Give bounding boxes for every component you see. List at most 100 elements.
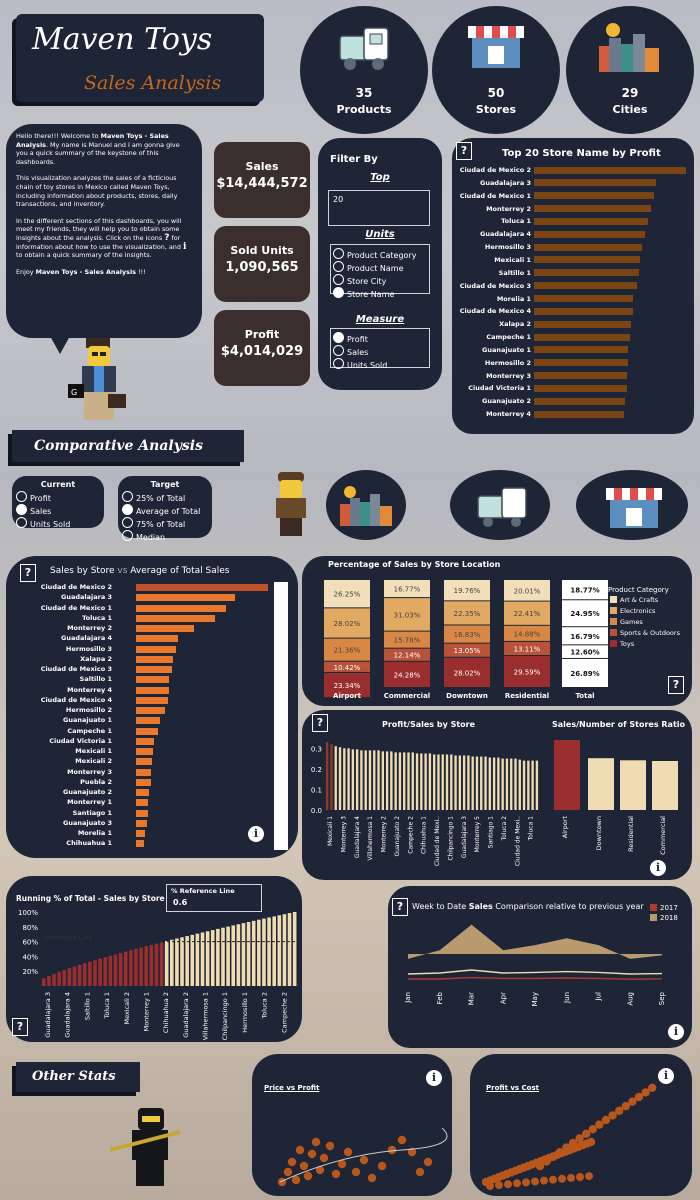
units-option-store-name[interactable]: Store Name — [333, 287, 427, 300]
filter-title: Filter By — [330, 154, 378, 165]
radio-selected-icon — [16, 504, 27, 515]
reference-line-label: Reference Line — [44, 934, 92, 942]
sales-vs-avg-bar — [136, 686, 169, 694]
legend-swatch — [610, 640, 617, 647]
measure-option-units-sold[interactable]: Units Sold — [333, 358, 427, 371]
top20-bar — [534, 346, 629, 354]
top20-bar-label: Monterrey 3 — [486, 371, 531, 380]
comparative-banner: Comparative Analysis — [12, 430, 244, 462]
stat-stores-label: Stores — [475, 103, 517, 116]
stat-products-value: 35 — [355, 86, 373, 100]
info-icon[interactable]: i — [658, 1068, 674, 1084]
running-bar — [82, 963, 87, 986]
ratio-title: Sales/Number of Stores Ratio — [552, 720, 686, 729]
current-option-profit[interactable]: Profit — [16, 491, 70, 504]
help-icon[interactable]: ? — [20, 564, 36, 582]
scatter-point — [608, 1111, 617, 1120]
pct-category-label: Commercial — [384, 692, 430, 700]
scrollbar[interactable] — [274, 582, 288, 850]
pct-segment — [562, 658, 608, 687]
units-option-product-name[interactable]: Product Name — [333, 261, 427, 274]
help-icon[interactable]: ? — [456, 142, 472, 160]
stat-cities-label: Cities — [612, 103, 648, 116]
top20-bar — [534, 333, 630, 341]
profit-sales-bar — [433, 754, 436, 810]
profit-sales-bar — [510, 758, 513, 810]
measure-option-sales[interactable]: Sales — [333, 345, 427, 358]
top-input[interactable]: 20 — [328, 190, 430, 226]
scatter-point — [311, 1137, 321, 1147]
wtd-panel: ? Week to Date Sales Comparison relative… — [388, 886, 692, 1048]
top20-bar — [534, 410, 624, 418]
info-icon[interactable]: i — [650, 860, 666, 876]
radio-icon — [333, 274, 344, 285]
pct-segment — [562, 600, 608, 627]
running-bar — [103, 957, 108, 986]
profit-sales-bar — [415, 753, 419, 810]
running-bar — [139, 947, 143, 986]
help-icon[interactable]: ? — [12, 1018, 28, 1036]
target-option-75[interactable]: 75% of Total — [122, 517, 200, 530]
units-option-product-category[interactable]: Product Category — [333, 248, 427, 261]
ratio-bar — [588, 758, 614, 810]
profit-sales-bar — [385, 751, 389, 810]
info-icon[interactable]: i — [668, 1024, 684, 1040]
profit-sales-bar — [403, 752, 406, 810]
profit-sales-bar — [330, 744, 333, 810]
profit-cost-panel: Profit vs Cost i — [470, 1054, 692, 1196]
top20-bar — [534, 397, 626, 405]
profit-sales-x-label: Campeche 2 — [407, 816, 414, 854]
sales-vs-avg-bar-label: Guanajuato 3 — [63, 818, 112, 827]
radio-icon — [122, 491, 133, 502]
option-label: Sales — [30, 507, 52, 516]
help-icon[interactable]: ? — [668, 676, 684, 694]
target-option-median[interactable]: Median — [122, 530, 200, 543]
pct-segment — [562, 645, 608, 658]
pct-segment — [504, 601, 550, 625]
other-stats-banner: Other Stats — [16, 1062, 140, 1092]
sales-vs-avg-bar — [136, 645, 176, 653]
profit-sales-bar — [492, 757, 496, 810]
scatter-point — [531, 1177, 539, 1186]
stat-cities: 29 Cities — [566, 6, 694, 134]
info-icon[interactable]: i — [426, 1070, 442, 1086]
top20-bar — [534, 384, 627, 392]
measure-option-profit[interactable]: Profit — [333, 332, 427, 345]
running-bar — [134, 948, 138, 986]
profit-sales-x-label: Chihuahua 1 — [421, 816, 428, 854]
top20-bar — [534, 320, 632, 328]
target-option-25[interactable]: 25% of Total — [122, 491, 200, 504]
pct-category-label: Total — [575, 692, 594, 700]
scatter-point — [287, 1157, 297, 1167]
sales-vs-avg-bar-label: Ciudad de Mexico 1 — [40, 603, 112, 612]
sales-vs-avg-bar-label: Chihuahua 1 — [66, 839, 112, 848]
running-bar — [108, 955, 113, 986]
target-option-average[interactable]: Average of Total — [122, 504, 200, 517]
reference-line-control[interactable]: % Reference Line 0.6 — [166, 884, 262, 912]
city-icon — [599, 23, 659, 72]
profit-sales-bar — [364, 750, 367, 810]
top20-bar — [534, 359, 629, 367]
sales-vs-avg-bar-label: Ciudad de Mexico 4 — [40, 695, 112, 704]
scatter-point — [319, 1153, 329, 1163]
info-icon[interactable]: i — [248, 826, 264, 842]
pct-category-label: Downtown — [446, 692, 488, 700]
wtd-x-label: Jul — [595, 992, 603, 1002]
profit-sales-bar — [522, 760, 526, 810]
sales-vs-avg-bar-label: Mexicali 1 — [75, 747, 112, 755]
units-option-store-city[interactable]: Store City — [333, 274, 427, 287]
current-option-sales[interactable]: Sales — [16, 504, 70, 517]
pct-segment — [504, 656, 550, 687]
profit-sales-bar — [450, 754, 453, 810]
sales-vs-avg-bar — [136, 655, 173, 663]
scatter-point — [387, 1145, 397, 1155]
top20-bar-label: Campeche 1 — [486, 333, 531, 342]
current-option-units-sold[interactable]: Units Sold — [16, 517, 70, 530]
running-bar — [241, 923, 246, 986]
sales-vs-avg-bar — [136, 748, 154, 755]
help-icon[interactable]: ? — [312, 714, 328, 732]
top20-bar-label: Xalapa 2 — [499, 320, 531, 329]
help-icon[interactable]: ? — [392, 898, 408, 916]
profit-sales-bar — [527, 760, 530, 810]
legend-label: Electronics — [620, 607, 656, 615]
